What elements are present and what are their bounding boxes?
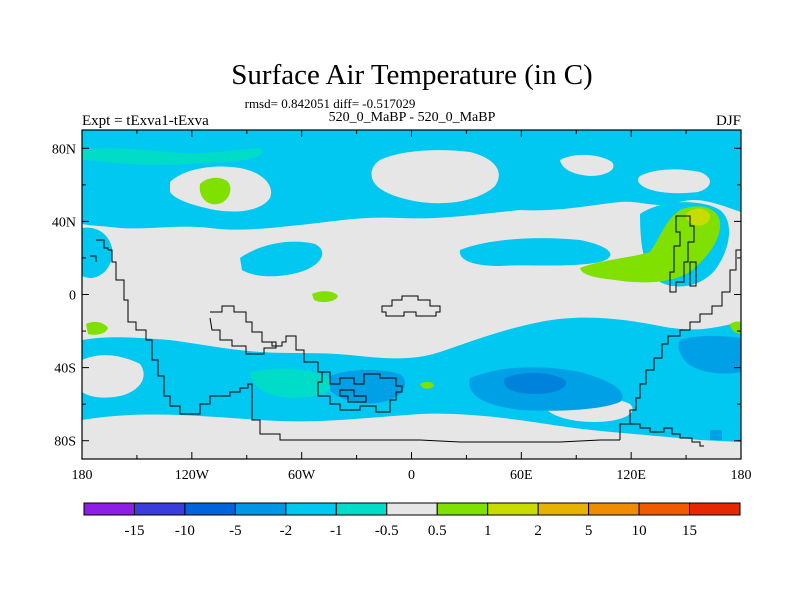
- coastline-west-upper: [90, 239, 109, 262]
- colorbar-swatch: [133, 502, 186, 516]
- coastline-northern-land: [209, 317, 277, 355]
- season-label: DJF: [716, 113, 741, 129]
- contour-green-canada: [199, 177, 231, 205]
- contour-midblue-southindian: [504, 372, 566, 394]
- contour-lightblue-pacific: [240, 241, 323, 277]
- map-panel: [82, 130, 741, 459]
- x-tick-label: 0: [408, 468, 415, 483]
- x-axis: 180 120W 60W 0 60E 120E 180: [72, 130, 752, 483]
- y-tick-label: 40S: [54, 362, 76, 377]
- contour-green-asia: [580, 206, 721, 283]
- contour-aqua-north: [82, 148, 263, 165]
- contour-blue-far-east: [710, 430, 722, 440]
- period-label: 520_0_MaBP - 520_0_MaBP: [329, 110, 496, 125]
- coastline-eastern-continent: [619, 249, 741, 440]
- x-tick-label: 60E: [510, 468, 533, 483]
- contour-lightblue-west: [82, 227, 113, 278]
- contour-blue-eastpacific: [678, 336, 741, 374]
- coastline-southeast: [630, 423, 704, 447]
- contour-green-southatlantic: [420, 381, 434, 389]
- colorbar-swatch: [588, 502, 640, 516]
- colorbar-label: 5: [585, 523, 593, 539]
- x-tick-label: 60W: [288, 468, 316, 483]
- contour-green-southpacific: [86, 321, 108, 335]
- x-tick-label: 120E: [616, 468, 646, 483]
- contour-aqua-south: [250, 368, 332, 398]
- contour-lightblue-atlantic: [459, 238, 611, 266]
- colorbar-swatch: [285, 502, 337, 516]
- colorbar-label: -5: [229, 523, 242, 539]
- coastline-inland-lake: [339, 389, 367, 403]
- figure-title: Surface Air Temperature (in C): [231, 59, 592, 91]
- y-tick-label: 0: [69, 289, 76, 304]
- contour-gray-northeast: [638, 169, 710, 194]
- contour-gray-siberia: [371, 150, 499, 204]
- colorbar-label: -15: [124, 523, 144, 539]
- colorbar-swatch: [83, 502, 135, 516]
- coastlines: [90, 215, 741, 447]
- colorbar-label: 0.5: [428, 523, 447, 539]
- colorbar-swatch: [386, 502, 438, 516]
- colorbar-swatch: [335, 502, 388, 516]
- colorbar-label: 15: [682, 523, 697, 539]
- colorbar-label: 1: [484, 523, 492, 539]
- colorbar: -15 -10 -5 -2 -1 -0.5 0.5 1 2 5 10 15: [83, 502, 741, 539]
- y-tick-label: 40N: [52, 215, 76, 230]
- x-tick-label: 120W: [175, 468, 210, 483]
- experiment-label: Expt = tExva1-tExva: [82, 113, 209, 129]
- colorbar-label: -1: [330, 523, 343, 539]
- coastline-tropical-island: [381, 295, 441, 317]
- y-tick-label: 80S: [54, 435, 76, 450]
- coastline-east-island: [689, 261, 697, 287]
- contour-gray-ne2: [560, 154, 614, 176]
- colorbar-swatch: [537, 502, 590, 516]
- contour-gray-southpacific: [82, 355, 144, 398]
- colorbar-swatch: [234, 502, 287, 516]
- y-tick-label: 80N: [52, 142, 76, 157]
- contour-yellow-asia: [685, 208, 710, 226]
- y-axis: 80N 40N 0 40S 80S: [52, 142, 741, 450]
- x-tick-label: 180: [72, 468, 93, 483]
- coastline-east-peninsula: [669, 215, 695, 293]
- colorbar-swatch: [638, 502, 691, 516]
- coastline-central-land: [210, 305, 403, 413]
- colorbar-swatch: [436, 502, 489, 516]
- colorbar-label: -2: [280, 523, 293, 539]
- contour-green-tropics: [312, 291, 338, 303]
- stats-line: rmsd= 0.842051 diff= -0.517029: [245, 96, 416, 111]
- colorbar-label: 10: [632, 523, 647, 539]
- colorbar-label: -10: [175, 523, 195, 539]
- colorbar-swatch: [487, 502, 539, 516]
- colorbar-label: -0.5: [375, 523, 399, 539]
- coastline-western-continent: [108, 249, 620, 443]
- x-tick-label: 180: [731, 468, 752, 483]
- contour-gray-south-lower: [82, 413, 741, 459]
- colorbar-label: 2: [534, 523, 542, 539]
- colorbar-swatch: [184, 502, 236, 516]
- colorbar-swatch: [689, 502, 741, 516]
